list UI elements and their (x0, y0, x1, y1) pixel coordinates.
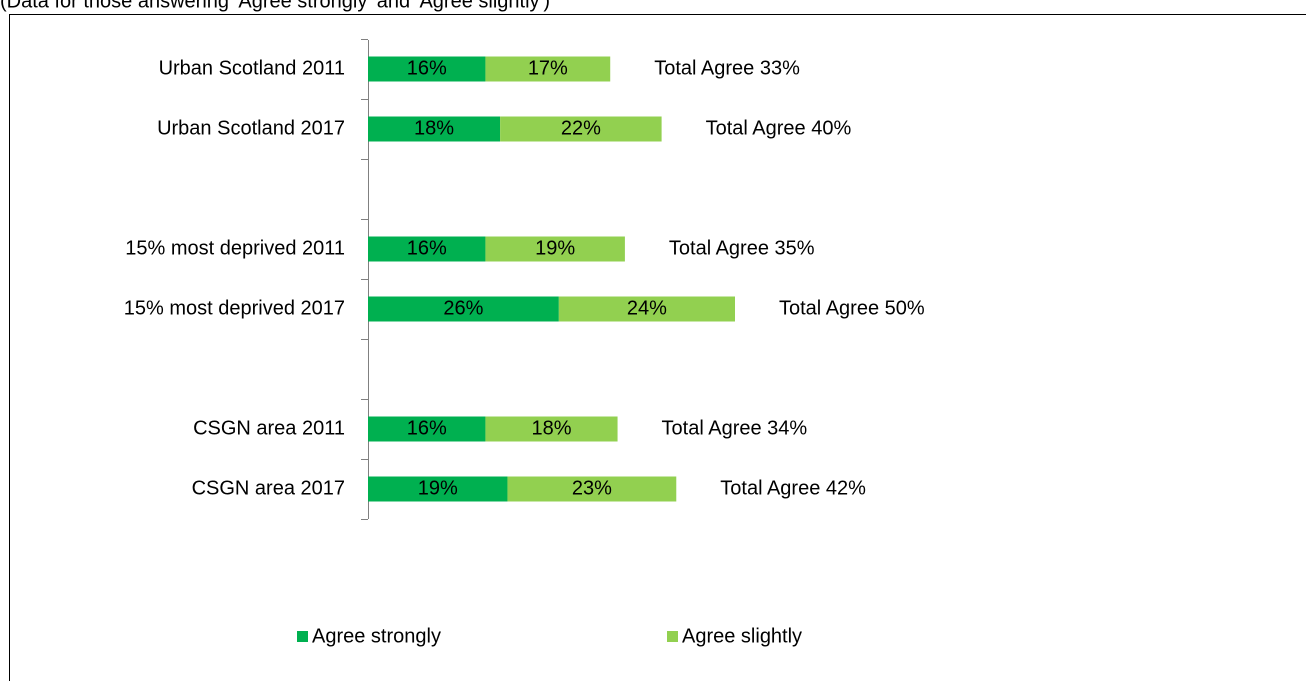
chart-frame (9, 14, 1306, 681)
subtitle-backdrop (0, 0, 860, 14)
total-label: Total Agree 42% (720, 477, 866, 499)
legend-swatch (297, 631, 308, 642)
bar-segment (500, 116, 662, 142)
total-label: Total Agree 35% (669, 237, 815, 259)
bar-segment (368, 416, 486, 442)
value-label: 19% (418, 477, 458, 499)
legend-label: Agree strongly (312, 625, 441, 647)
bar-segment (368, 116, 501, 142)
value-label: 18% (414, 117, 454, 139)
total-label: Total Agree 50% (779, 297, 925, 319)
total-label: Total Agree 40% (706, 117, 852, 139)
bar-segment (558, 296, 735, 322)
y-tick-label: CSGN area 2011 (193, 417, 345, 439)
bar-segment (485, 236, 625, 262)
bar-segment (485, 56, 611, 82)
y-tick-label: CSGN area 2017 (192, 477, 345, 499)
value-label: 16% (407, 417, 447, 439)
bar-segment (485, 416, 618, 442)
bar-segment (368, 476, 508, 502)
total-label: Total Agree 34% (662, 417, 808, 439)
y-tick-label: Urban Scotland 2011 (159, 57, 345, 79)
bar-segment (368, 236, 486, 262)
value-label: 19% (535, 237, 575, 259)
value-label: 24% (627, 297, 667, 319)
value-label: 16% (407, 237, 447, 259)
total-label: Total Agree 33% (654, 57, 800, 79)
bar-segment (368, 296, 559, 322)
value-label: 16% (407, 57, 447, 79)
bar-segment (507, 476, 677, 502)
legend-swatch (667, 631, 678, 642)
bar-segment (368, 56, 486, 82)
value-label: 26% (443, 297, 483, 319)
y-tick-label: Urban Scotland 2017 (157, 117, 345, 139)
y-tick-label: 15% most deprived 2017 (124, 297, 345, 319)
legend-label: Agree slightly (682, 625, 802, 647)
y-tick-label: 15% most deprived 2011 (125, 237, 345, 259)
chart-subtitle: (Data for those answering 'Agree strongl… (0, 0, 550, 12)
value-label: 18% (531, 417, 571, 439)
value-label: 23% (572, 477, 612, 499)
value-label: 17% (528, 57, 568, 79)
value-label: 22% (561, 117, 601, 139)
